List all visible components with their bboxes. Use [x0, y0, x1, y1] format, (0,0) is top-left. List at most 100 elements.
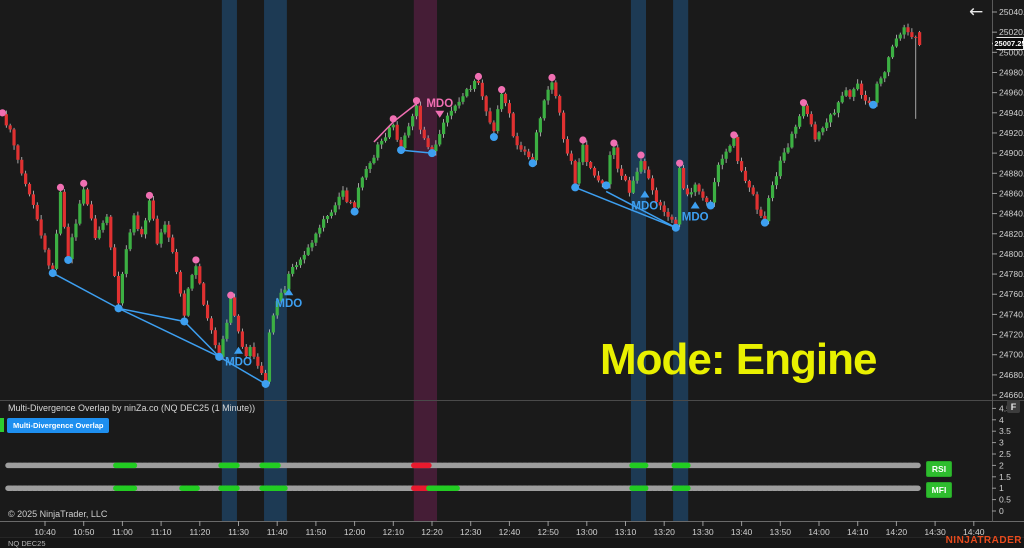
candle-up	[534, 132, 539, 161]
indicator-panel-title: Multi-Divergence Overlap by ninZa.co (NQ…	[8, 403, 256, 413]
candle-down	[353, 202, 357, 208]
candle-down	[519, 145, 523, 150]
candle-up	[693, 184, 697, 193]
candle-up	[302, 254, 306, 260]
candle-up	[74, 223, 78, 238]
candle-up	[391, 124, 395, 128]
candle-down	[198, 266, 202, 284]
candle-down	[569, 153, 573, 161]
candle-down	[527, 151, 531, 158]
candle-down	[260, 365, 264, 374]
swing-high-dot	[80, 179, 88, 187]
candle-down	[910, 32, 914, 38]
candle-up	[794, 126, 798, 134]
candle-up	[414, 105, 419, 117]
candle-up	[894, 38, 898, 47]
candle-down	[178, 271, 183, 294]
highlight-band-blue	[630, 0, 647, 522]
candle-up	[306, 247, 310, 255]
candle-down	[488, 111, 492, 123]
candle-up	[434, 144, 438, 152]
candle-down	[182, 293, 186, 316]
candle-up	[376, 144, 380, 158]
tab-bar	[0, 537, 1024, 548]
mdo-label: MDO	[225, 357, 252, 369]
instrument-tab[interactable]: NQ DEC25	[8, 539, 46, 548]
candle-up	[128, 232, 132, 250]
f-button[interactable]: F	[1007, 400, 1020, 413]
candle-up	[728, 145, 732, 152]
candle-up	[840, 95, 844, 103]
time-axis-label: 11:40	[267, 527, 288, 537]
candle-up	[724, 151, 728, 159]
candle-up	[542, 100, 546, 119]
candle-up	[190, 275, 194, 289]
candle-down	[759, 209, 763, 216]
candle-down	[399, 139, 403, 149]
candle-up	[461, 96, 465, 102]
candle-up	[333, 205, 337, 213]
indicator-axis-label: 2	[999, 460, 1004, 470]
candle-down	[240, 331, 244, 347]
candle-up	[194, 266, 198, 276]
candle-up	[821, 128, 825, 133]
candle-up	[469, 88, 473, 90]
candle-down	[109, 216, 113, 248]
candle-down	[681, 167, 686, 189]
indicator-axis-label: 4.5	[999, 403, 1011, 413]
time-axis-label: 13:10	[615, 527, 637, 537]
candle-down	[747, 180, 751, 188]
candle-up	[144, 220, 148, 235]
candle-down	[658, 202, 662, 206]
divergence-line	[574, 186, 677, 229]
candle-up	[836, 102, 840, 113]
candle-up	[55, 233, 59, 269]
indicator-axis-label: 3	[999, 438, 1004, 448]
swing-low-dot	[261, 379, 270, 388]
candle-up	[496, 109, 500, 132]
candle-down	[573, 160, 577, 184]
candle-up	[608, 155, 612, 185]
candle-down	[654, 190, 659, 203]
indicator-accent-bar	[0, 418, 4, 432]
candle-up	[364, 168, 368, 178]
back-arrow-icon[interactable]: ←	[969, 2, 984, 22]
candle-down	[647, 169, 651, 179]
candle-down	[666, 211, 670, 217]
multi-divergence-overlap-button[interactable]: Multi-Divergence Overlap	[7, 418, 110, 433]
swing-high-dot	[389, 115, 397, 123]
indicator-axis-label: 3.5	[999, 426, 1011, 436]
swing-high-dot	[730, 131, 738, 139]
candle-down	[51, 265, 55, 269]
candle-down	[213, 330, 217, 346]
candle-down	[116, 275, 121, 304]
candle-up	[689, 192, 693, 195]
candle-up	[770, 185, 775, 199]
candle-up	[449, 110, 453, 116]
candle-up	[356, 187, 361, 208]
candle-up	[782, 152, 786, 161]
last-price-marker: 25007.25	[992, 37, 1024, 50]
candle-up	[856, 83, 860, 90]
candle-up	[457, 101, 461, 106]
candle-up	[438, 134, 442, 145]
candle-down	[47, 249, 51, 266]
candle-down	[918, 32, 922, 46]
time-axis-label: 10:50	[73, 527, 95, 537]
highlight-bands	[221, 0, 689, 522]
candle-up	[453, 105, 457, 111]
candle-up	[581, 144, 585, 163]
candle-down	[848, 90, 852, 97]
candle-down	[484, 96, 488, 112]
candle-down	[531, 157, 535, 161]
candle-up	[875, 83, 879, 103]
candle-down	[35, 204, 39, 220]
axes: 25040.00 25020.00 25000.00 24980.00 24960.00…	[0, 0, 1024, 537]
swing-high-dot	[676, 159, 684, 167]
swing-high-dot	[579, 136, 587, 144]
candle-down	[171, 237, 175, 253]
candle-down	[558, 96, 562, 113]
candle-down	[263, 373, 268, 382]
